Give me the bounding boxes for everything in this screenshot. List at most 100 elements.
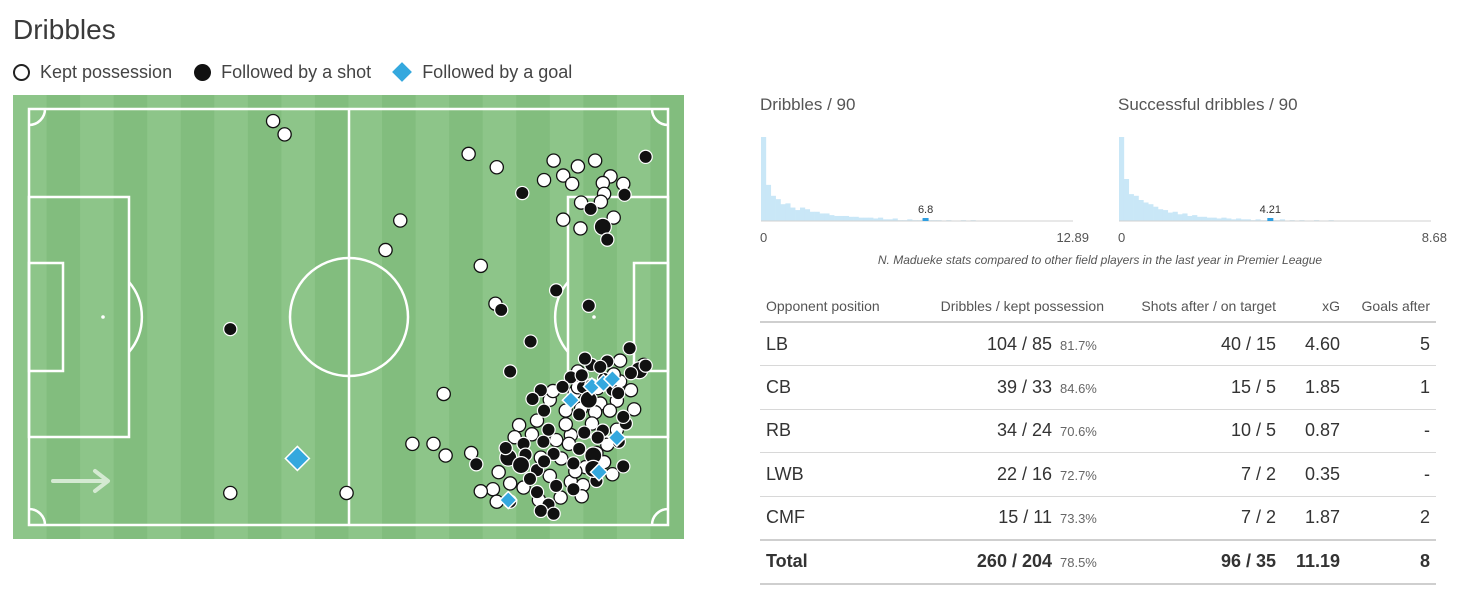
kept-point[interactable]: [536, 172, 552, 188]
legend-item-goal[interactable]: Followed by a goal: [392, 62, 572, 83]
kept-point[interactable]: [277, 127, 292, 142]
shot-point[interactable]: [223, 321, 238, 337]
kept-point[interactable]: [602, 403, 618, 418]
kept-point[interactable]: [623, 382, 639, 398]
shot-point[interactable]: [546, 506, 561, 521]
goal-point[interactable]: [284, 445, 311, 472]
kept-point[interactable]: [626, 402, 642, 417]
shot-point[interactable]: [577, 425, 592, 440]
page-title: Dribbles: [13, 14, 116, 45]
kept-point[interactable]: [573, 221, 588, 236]
shot-point[interactable]: [555, 379, 570, 395]
kept-point[interactable]: [461, 146, 476, 162]
goal-point[interactable]: [561, 390, 581, 410]
cell-dribbles-value: 104 / 85: [986, 333, 1052, 354]
kept-point[interactable]: [555, 212, 571, 227]
col-shots: Shots after / on target: [1110, 290, 1282, 323]
shot-point[interactable]: [581, 298, 596, 313]
shot-point[interactable]: [600, 232, 615, 247]
shot-point[interactable]: [616, 409, 631, 425]
shot-point[interactable]: [494, 302, 509, 318]
shot-point[interactable]: [533, 383, 549, 398]
kept-point[interactable]: [546, 153, 561, 168]
shot-point[interactable]: [498, 440, 513, 456]
pitch-stripe: [214, 95, 249, 539]
kept-point[interactable]: [405, 436, 420, 452]
shot-point[interactable]: [577, 351, 593, 366]
shot-point[interactable]: [536, 454, 552, 469]
kept-point[interactable]: [570, 159, 586, 174]
kept-point[interactable]: [265, 113, 281, 129]
shot-point[interactable]: [541, 422, 556, 437]
kept-point[interactable]: [584, 416, 600, 431]
shot-point[interactable]: [566, 456, 581, 471]
kept-point[interactable]: [339, 485, 354, 501]
cell-dribbles-pct: 70.6%: [1060, 424, 1097, 440]
kept-point[interactable]: [223, 485, 238, 501]
kept-point[interactable]: [587, 153, 603, 168]
kept-point[interactable]: [485, 481, 501, 497]
shot-point[interactable]: [533, 503, 549, 519]
legend-item-kept[interactable]: Kept possession: [13, 62, 172, 83]
shot-point[interactable]: [610, 385, 626, 401]
shot-point[interactable]: [574, 368, 589, 383]
shot-point[interactable]: [571, 441, 587, 457]
shot-point[interactable]: [548, 478, 564, 494]
shot-point[interactable]: [593, 359, 608, 375]
goal-point[interactable]: [498, 490, 518, 510]
goal-point[interactable]: [589, 462, 609, 482]
kept-point[interactable]: [606, 210, 621, 225]
shot-point[interactable]: [536, 434, 551, 449]
shot-point[interactable]: [522, 471, 538, 487]
shot-point[interactable]: [548, 283, 564, 298]
kept-point[interactable]: [558, 417, 574, 432]
histogram-bar: [761, 137, 767, 221]
shot-point[interactable]: [525, 391, 540, 407]
shot-point[interactable]: [511, 455, 531, 475]
kept-point[interactable]: [529, 413, 545, 428]
cell-xg: 1.87: [1282, 496, 1346, 541]
kept-point[interactable]: [489, 159, 504, 175]
shot-point[interactable]: [579, 390, 598, 409]
shot-point[interactable]: [638, 358, 653, 373]
kept-point[interactable]: [612, 353, 628, 368]
histogram-bar: [892, 218, 898, 221]
shot-point[interactable]: [502, 364, 518, 379]
kept-point[interactable]: [393, 213, 408, 228]
shot-point[interactable]: [583, 201, 598, 217]
kept-point[interactable]: [524, 427, 540, 442]
shot-point[interactable]: [623, 365, 639, 381]
goal-point[interactable]: [602, 369, 622, 389]
shot-point[interactable]: [536, 403, 552, 418]
shot-point[interactable]: [546, 446, 561, 462]
shot-point[interactable]: [515, 185, 530, 201]
shot-point[interactable]: [523, 334, 538, 349]
kept-point[interactable]: [436, 386, 451, 402]
histogram-bar: [824, 213, 830, 221]
shot-point[interactable]: [529, 484, 545, 500]
histogram-bar: [775, 199, 781, 221]
kept-point[interactable]: [542, 468, 558, 484]
kept-point[interactable]: [378, 242, 393, 258]
kept-point[interactable]: [502, 476, 518, 491]
kept-point[interactable]: [511, 417, 527, 433]
shot-point[interactable]: [566, 482, 581, 497]
shot-point[interactable]: [622, 340, 637, 356]
goal-point[interactable]: [607, 428, 627, 448]
kept-point[interactable]: [555, 168, 571, 183]
kept-point[interactable]: [491, 464, 506, 480]
kept-point[interactable]: [593, 194, 609, 210]
shot-point[interactable]: [590, 430, 605, 445]
kept-point[interactable]: [438, 448, 453, 463]
shot-point[interactable]: [469, 457, 484, 472]
shot-point[interactable]: [638, 149, 653, 165]
shot-point[interactable]: [571, 407, 587, 422]
histogram-bar: [858, 217, 864, 221]
shot-point[interactable]: [616, 459, 631, 474]
shot-point[interactable]: [617, 187, 632, 202]
kept-point[interactable]: [473, 484, 489, 499]
legend-item-shot[interactable]: Followed by a shot: [194, 62, 371, 83]
kept-point[interactable]: [426, 436, 441, 452]
kept-point[interactable]: [473, 258, 489, 274]
kept-point[interactable]: [564, 176, 580, 192]
